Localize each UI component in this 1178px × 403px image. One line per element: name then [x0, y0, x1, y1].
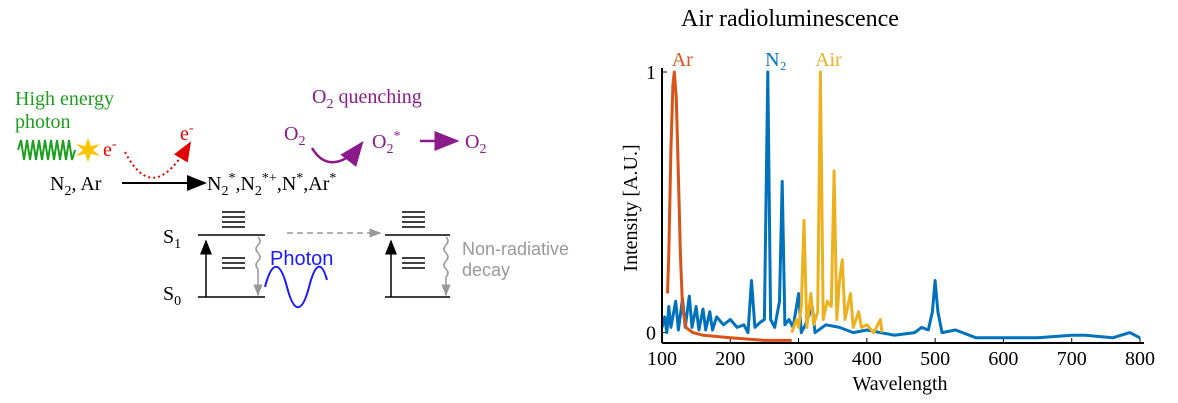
label: High energy: [15, 88, 114, 110]
x-tick-label: 800: [1125, 348, 1155, 370]
series-line: [666, 70, 792, 342]
star: [76, 138, 100, 162]
label: photon: [15, 111, 71, 133]
x-tick-label: 100: [647, 348, 677, 370]
electron-path: [124, 141, 192, 179]
diagram: High energy photon e- e- N2, Ar N2*,N2*+…: [15, 86, 569, 309]
label: decay: [462, 260, 510, 280]
y-tick-label: 1: [646, 62, 656, 84]
x-tick-label: 400: [852, 348, 882, 370]
label: e-: [103, 137, 117, 161]
y-tick-label: 0: [646, 323, 656, 345]
x-tick-label: 700: [1057, 348, 1087, 370]
series-line: [660, 70, 1141, 340]
y-axis-label: Intensity [A.U.]: [620, 144, 642, 271]
label: Photon: [270, 248, 333, 270]
label: S1: [163, 226, 181, 252]
arrow: [310, 141, 364, 167]
x-tick-label: 200: [715, 348, 745, 370]
label: Non-radiative: [462, 239, 569, 259]
x-tick-label: 500: [920, 348, 950, 370]
label: O2*: [372, 129, 400, 157]
x-tick-label: 600: [988, 348, 1018, 370]
chart-title: Air radioluminescence: [681, 6, 899, 32]
legend-label: Ar: [672, 49, 693, 71]
photon-wave: [264, 265, 328, 309]
label: O2: [284, 123, 305, 149]
label: e-: [180, 121, 194, 145]
x-axis-label: Wavelength: [852, 373, 947, 395]
legend-label: N₂: [765, 49, 786, 71]
label: N2, Ar: [50, 173, 102, 199]
arrow: [441, 236, 451, 297]
label: O2: [465, 131, 486, 157]
label: O2 quenching: [312, 86, 422, 112]
legend-label: Air: [815, 49, 842, 71]
label: S0: [163, 283, 181, 309]
x-tick-label: 300: [784, 348, 814, 370]
photon-wave: [17, 139, 76, 161]
arrow: [253, 236, 263, 297]
label: N2*,N2*+,N*,Ar*: [207, 171, 336, 199]
levels: [198, 211, 450, 298]
series-line: [790, 70, 884, 335]
